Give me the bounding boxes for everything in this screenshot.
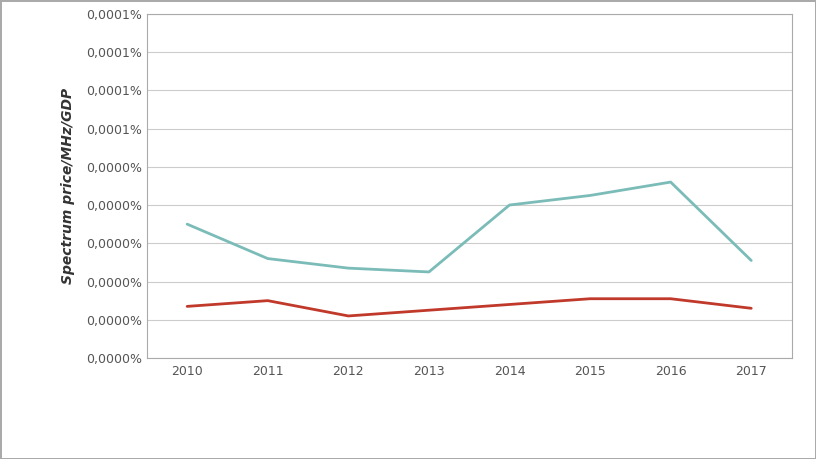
Developing countries [747,258,756,263]
Developed countries [747,306,756,311]
Developing countries [666,179,676,185]
Developed countries [344,313,353,319]
Line: Developing countries: Developing countries [187,182,752,272]
Developed countries [585,296,595,302]
Developed countries [666,296,676,302]
Legend: Developing countries, Developed countries: Developing countries, Developed countrie… [259,457,680,459]
Developing countries [585,193,595,198]
Developed countries [504,302,514,307]
Line: Developed countries: Developed countries [187,299,752,316]
Developing countries [182,221,192,227]
Developing countries [263,256,273,261]
Developing countries [424,269,434,274]
Developing countries [344,265,353,271]
Developed countries [182,304,192,309]
Developed countries [424,308,434,313]
Y-axis label: Spectrum price/MHz/GDP: Spectrum price/MHz/GDP [61,88,75,284]
Developing countries [504,202,514,208]
Developed countries [263,298,273,303]
